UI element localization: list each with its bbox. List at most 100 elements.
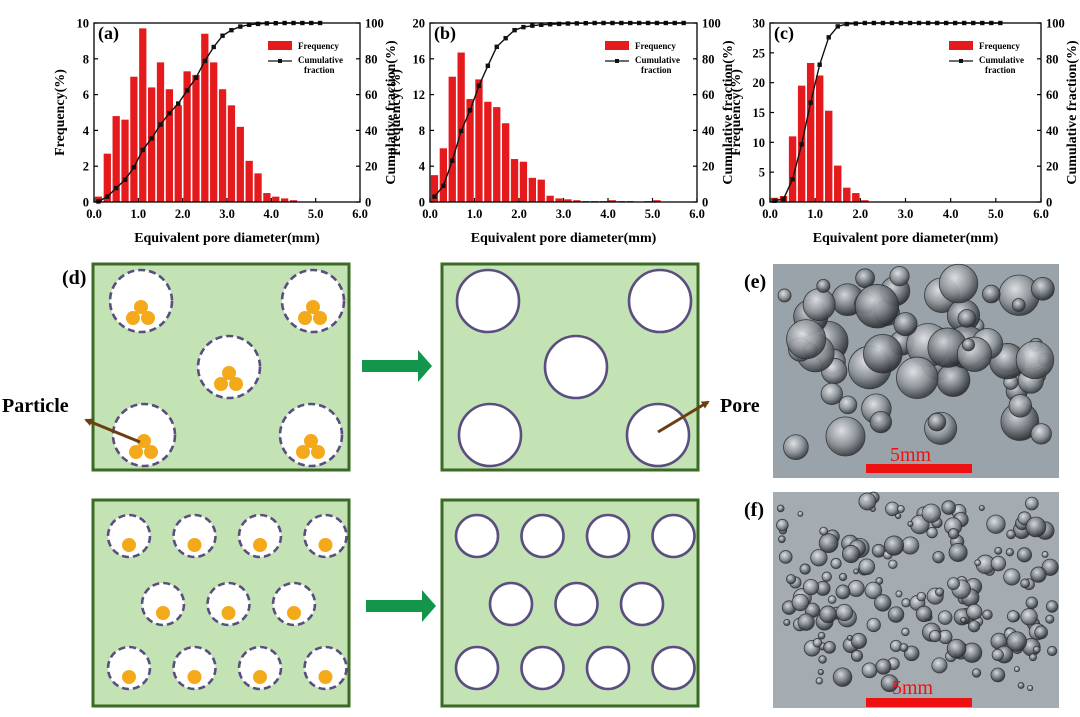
frequency-bar (537, 179, 545, 202)
x-axis-title: Equivalent pore diameter(mm) (471, 231, 657, 246)
y2-tick-label: 80 (702, 52, 715, 66)
legend-label-line: fraction (304, 65, 335, 75)
pore-bubble (1026, 684, 1034, 692)
y2-tick-label: 40 (365, 124, 378, 138)
pore (455, 268, 521, 334)
y2-tick-label: 20 (702, 160, 715, 174)
pore (585, 645, 631, 691)
cumulative-point (450, 158, 455, 164)
y-tick-label: 5 (759, 166, 765, 180)
frequency-bar (218, 89, 227, 202)
pore (454, 513, 500, 559)
panel-label: (a) (98, 23, 119, 44)
legend-label-frequency: Frequency (298, 41, 339, 51)
pore-with-particle (237, 513, 283, 559)
frequency-bar (608, 200, 617, 202)
frequency-bar (147, 87, 156, 202)
y-tick-label: 6 (83, 88, 89, 102)
pore-bubble (991, 648, 1004, 662)
arrow-right-icon (362, 350, 432, 382)
y-tick-label: 30 (753, 17, 766, 31)
pore-bubble (990, 555, 1007, 572)
pore-bubble (1046, 645, 1058, 657)
pore-bubble (797, 613, 815, 631)
pore-with-particle (237, 645, 283, 691)
x-tick-label: 0.0 (86, 207, 102, 221)
pore-bubble (797, 510, 804, 517)
pore-bubble (785, 574, 797, 585)
y-tick-label: 20 (413, 17, 426, 31)
cumulative-point (238, 24, 243, 29)
cumulative-point (432, 194, 437, 199)
pore-bubble (1025, 516, 1047, 538)
pore-bubble (990, 667, 1006, 683)
particle (221, 606, 236, 620)
pore-pointer-arrow (657, 400, 710, 434)
cumulative-point (817, 62, 822, 67)
panel-label-e: (e) (744, 271, 766, 293)
pore-bubble (1045, 614, 1055, 624)
y-axis-title: Frequency(%) (53, 69, 68, 156)
pore-bubble (941, 500, 956, 515)
pore-bubble (817, 669, 824, 676)
legend-label-line: fraction (985, 65, 1016, 75)
pore (619, 581, 665, 627)
frequency-bar (564, 199, 572, 202)
legend-swatch-frequency (949, 41, 973, 50)
pore-bubble (846, 634, 853, 641)
pore (520, 645, 565, 691)
small-particle-group (106, 513, 348, 691)
pore-with-particle (140, 581, 186, 627)
y2-tick-label: 40 (1046, 124, 1059, 138)
y2-axis-title: Cumulative fraction(%) (1065, 40, 1080, 185)
pore-bubble (825, 416, 866, 457)
y2-tick-label: 0 (365, 196, 371, 210)
cumulative-point (202, 58, 208, 64)
particle (122, 670, 136, 684)
pore-bubble (815, 677, 823, 685)
pore-bubble (835, 584, 851, 600)
x-tick-label: 1.0 (807, 207, 823, 221)
legend-label-cumulative: Cumulative fraction (298, 55, 343, 75)
y-tick-label: 4 (419, 160, 426, 174)
frequency-bar (528, 177, 536, 202)
y-tick-label: 4 (83, 124, 90, 138)
cumulative-point (556, 21, 562, 27)
pore-bubble (1034, 625, 1048, 640)
cumulative-point (799, 142, 804, 147)
pore-bubble (1045, 600, 1059, 613)
pore-bubble (1006, 631, 1027, 652)
y-tick-label: 0 (83, 196, 89, 210)
pore-bubble (1011, 298, 1026, 312)
pore-bubble (888, 559, 898, 570)
pore-bubble (994, 546, 1003, 555)
pore-bubble (946, 638, 967, 659)
legend-label-line: Cumulative (979, 55, 1024, 65)
pore-bubble (966, 603, 983, 621)
micrograph-e: (e) 5mm (744, 263, 1059, 478)
pore-bubbles-e (777, 263, 1055, 460)
particle (126, 311, 140, 325)
legend-marker-cumulative (278, 59, 282, 63)
pore (554, 581, 599, 627)
pore-bubble (847, 580, 865, 597)
particle (318, 538, 333, 552)
frequency-bar (289, 200, 298, 202)
pore-bubble (957, 309, 977, 328)
cumulative-point (539, 22, 544, 27)
y2-tick-label: 80 (365, 52, 378, 66)
legend-label-cumulative: Cumulative fraction (979, 55, 1024, 75)
x-tick-label: 2.0 (853, 207, 869, 221)
histogram-b: 0.0 1.0 2.0 3.0 4.0 5.0 6.00481216200204060801… (389, 17, 736, 247)
cumulative-point (149, 136, 154, 141)
pore-bubble (981, 284, 1001, 304)
pore (520, 513, 565, 559)
frequency-bar (852, 193, 860, 202)
particle (187, 670, 202, 684)
pore-bubble (1016, 547, 1032, 563)
frequency-bar (788, 136, 797, 202)
pore-bubble (776, 518, 789, 532)
pore-bubble (889, 266, 910, 287)
pore-bubble (901, 627, 910, 637)
arrow-right-icon (366, 590, 436, 622)
